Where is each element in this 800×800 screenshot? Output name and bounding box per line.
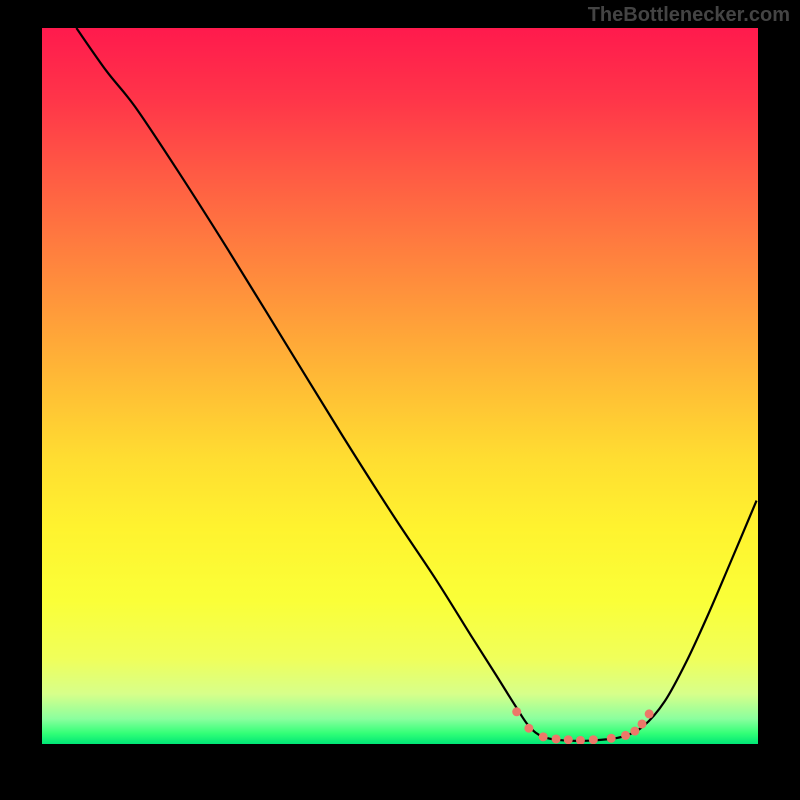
marker-dot: [638, 719, 647, 728]
marker-dot: [589, 735, 598, 744]
watermark-text: TheBottlenecker.com: [588, 4, 790, 27]
marker-dot: [630, 727, 639, 736]
marker-dot: [552, 734, 561, 743]
marker-dot: [564, 735, 573, 744]
chart-area: [42, 28, 758, 744]
chart-svg: [42, 28, 758, 744]
gradient-background: [42, 28, 758, 744]
marker-dot: [524, 724, 533, 733]
marker-dot: [645, 709, 654, 718]
marker-dot: [512, 707, 521, 716]
marker-dot: [607, 734, 616, 743]
marker-dot: [621, 731, 630, 740]
marker-dot: [539, 732, 548, 741]
